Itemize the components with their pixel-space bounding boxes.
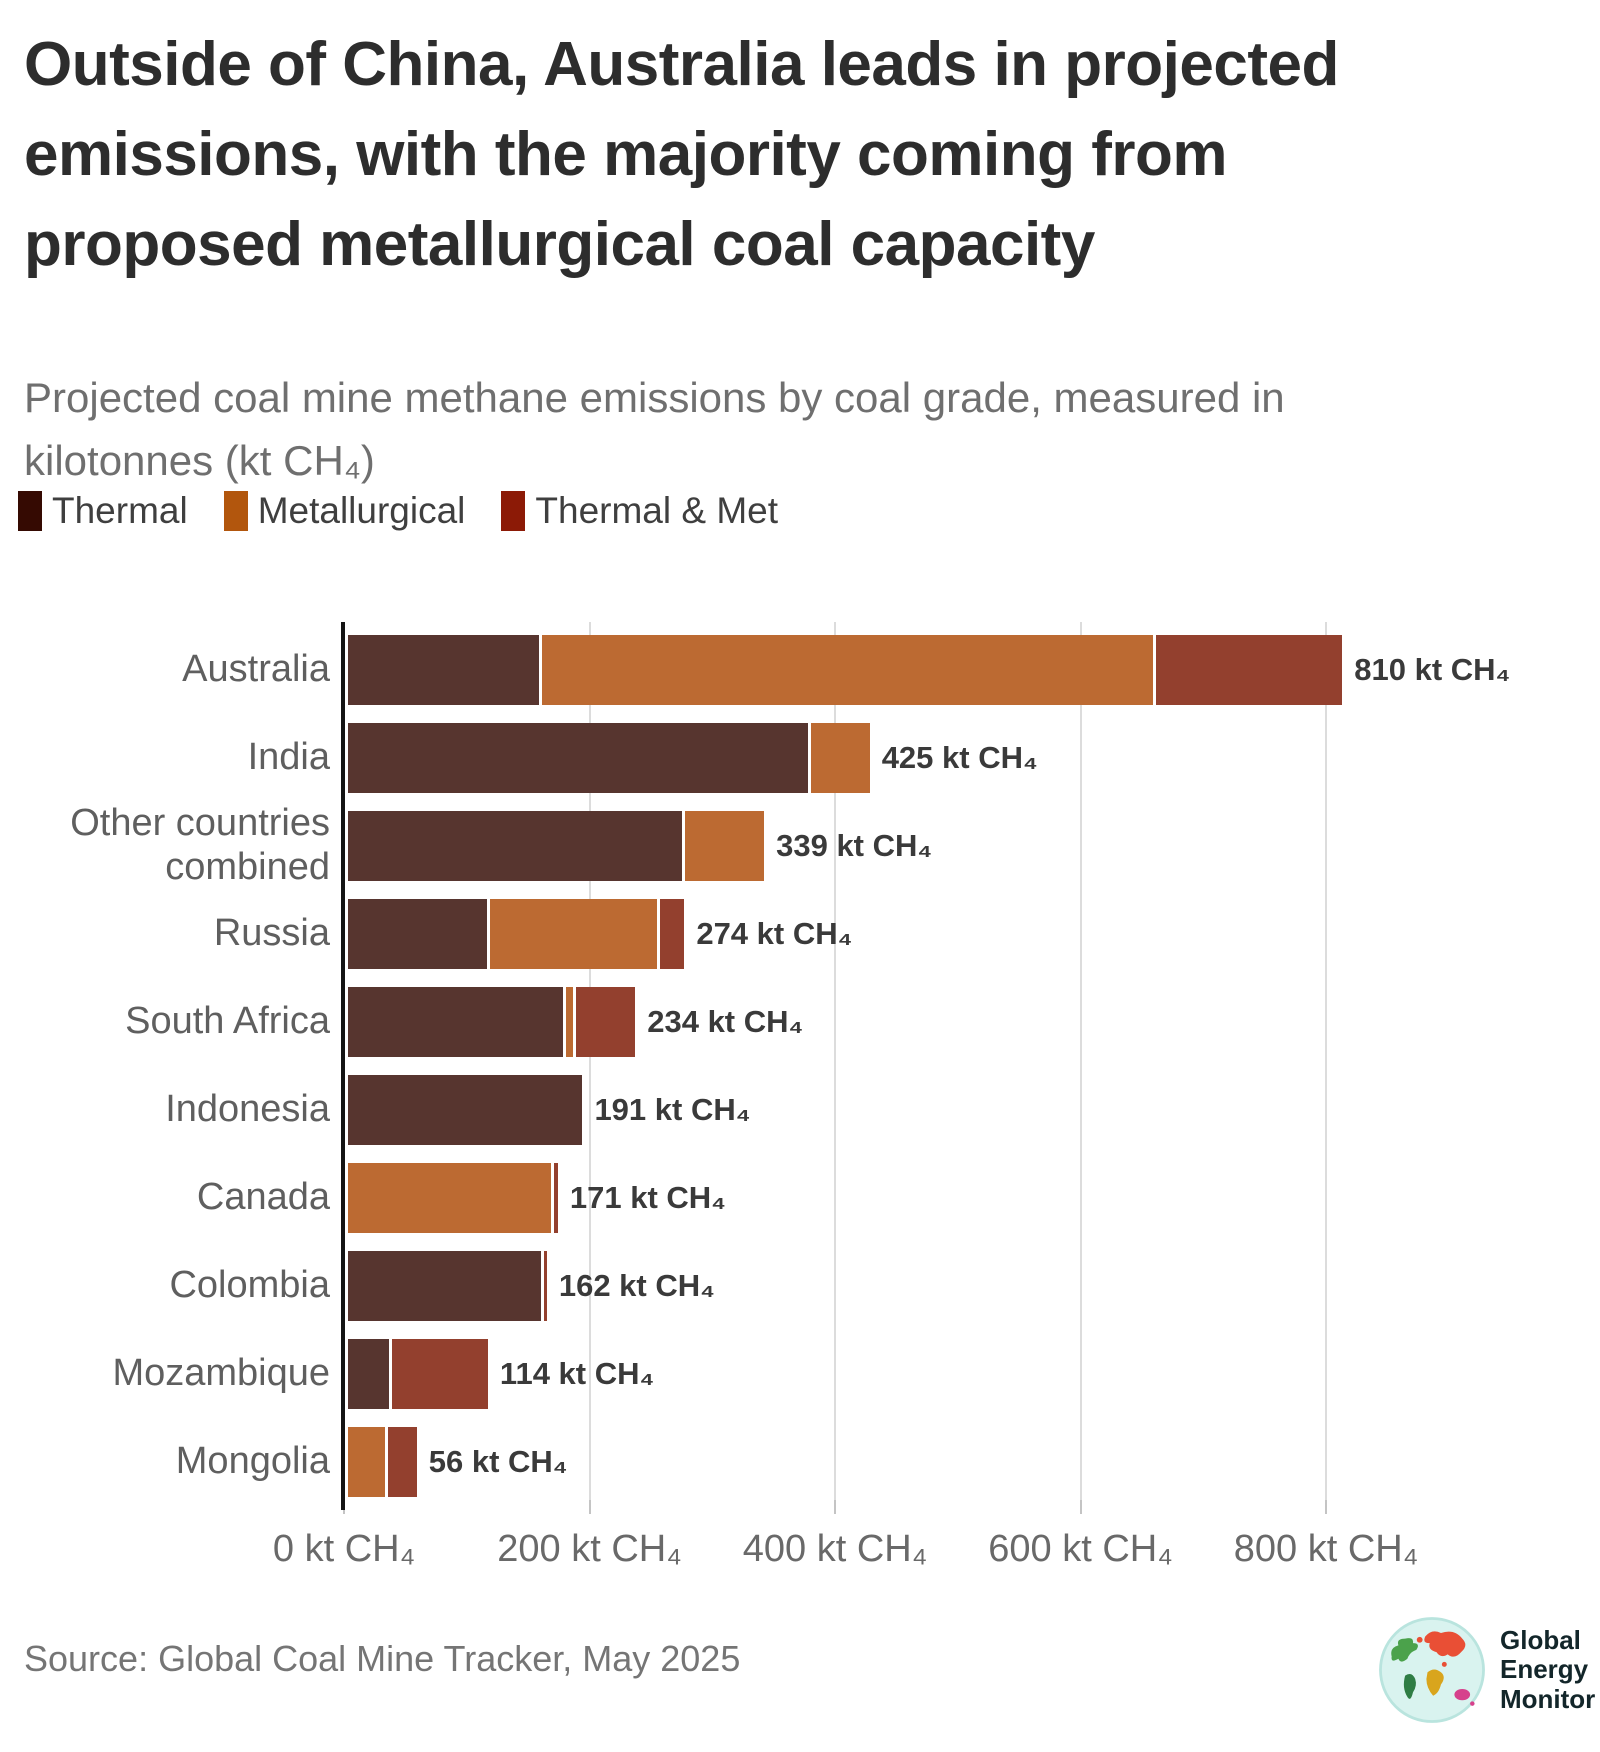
globe-icon [1379,1617,1485,1723]
bar-segment-thermal [348,1075,583,1145]
value-label: 171 kt CH₄ [569,1180,726,1215]
value-label: 191 kt CH₄ [594,1092,751,1127]
bar-segment-metallurgical [348,1427,385,1497]
y-axis-label: Australia [182,648,330,691]
logo-line: Monitor [1500,1683,1596,1714]
logo-line: Global [1500,1625,1581,1656]
bar-segment-metallurgical [348,1163,551,1233]
bar-segment-thermal-met [575,987,636,1057]
gridline [1325,622,1327,1500]
x-axis-label: 400 kt CH₄ [742,1528,928,1570]
bar-segment-thermal-met [660,899,685,969]
legend: Thermal Metallurgical Thermal & Met [18,490,778,532]
bar-segment-thermal [348,987,563,1057]
bar-segment-thermal [348,635,540,705]
value-label: 56 kt CH₄ [428,1444,568,1479]
bar-segment-thermal-met [543,1251,547,1321]
value-label: 234 kt CH₄ [647,1004,804,1039]
legend-item-thermal: Thermal [18,490,188,532]
x-axis-label: 800 kt CH₄ [1233,1528,1419,1570]
bar-segment-thermal-met [391,1339,488,1409]
axis-tick [588,1500,591,1514]
bar-segment-thermal-met [1156,635,1343,705]
y-axis-label: Canada [196,1176,330,1219]
bar-segment-thermal [348,1251,541,1321]
axis-tick [1079,1500,1082,1514]
y-axis-label: Russia [213,912,330,955]
africa-shape [1426,1669,1444,1696]
gem-logo: Global Energy Monitor [1376,1614,1595,1726]
value-label: 162 kt CH₄ [558,1268,715,1303]
australia-shape [1454,1689,1471,1701]
x-axis-label: 600 kt CH₄ [988,1528,1173,1570]
chart-subtitle: Projected coal mine methane emissions by… [24,374,1285,484]
value-label: 274 kt CH₄ [696,916,853,951]
thermal-and-met-swatch-icon [501,491,526,531]
y-axis-label: India [247,736,330,779]
stacked-bar-chart: 0 kt CH₄ 200 kt CH₄ 400 kt CH₄ 600 kt CH₄ 80… [0,560,1600,1630]
bar-segment-thermal-met [387,1427,417,1497]
gridline [1079,622,1082,1500]
north-america-shape [1391,1638,1418,1662]
bar-segment-thermal [348,1339,389,1409]
gridline [834,622,836,1500]
x-axis-label: 200 kt CH₄ [497,1528,682,1570]
chart-title: Outside of China, Australia leads in pro… [24,30,1339,279]
bar-segment-thermal-met [553,1163,558,1233]
y-axis-label: Mozambique [112,1352,330,1395]
bar-segment-thermal [348,899,487,969]
y-axis-line [341,622,345,1510]
value-label: 425 kt CH₄ [881,740,1038,775]
logo-text: Global Energy Monitor [1500,1626,1595,1713]
eurasia-shape [1424,1631,1466,1657]
bar-segment-metallurgical [811,723,870,793]
gridline [588,622,591,1500]
logo-line: Energy [1500,1654,1589,1685]
y-axis-label: Mongolia [175,1440,330,1483]
bar-segment-metallurgical [565,987,573,1057]
bar-segment-thermal [348,811,682,881]
metallurgical-swatch-icon [223,491,248,531]
value-label: 810 kt CH₄ [1354,652,1511,687]
bar-segment-metallurgical [684,811,765,881]
value-label: 339 kt CH₄ [776,828,933,863]
value-label: 114 kt CH₄ [499,1356,655,1391]
thermal-swatch-icon [18,491,42,531]
legend-item-metallurgical: Metallurgical [223,490,466,532]
y-axis-label: Other countries combined [70,802,330,888]
source-note: Source: Global Coal Mine Tracker, May 20… [24,1638,741,1679]
bar-segment-thermal [348,723,809,793]
bar-segment-metallurgical [542,635,1154,705]
x-axis-label: 0 kt CH₄ [272,1528,416,1570]
legend-item-thermal-and-met: Thermal & Met [501,490,778,532]
axis-tick [834,1500,836,1514]
bar-segment-metallurgical [489,899,658,969]
y-axis-label: Colombia [169,1264,330,1307]
legend-label-metallurgical: Metallurgical [257,490,466,531]
legend-label-thermal-and-met: Thermal & Met [535,490,779,531]
south-america-shape [1403,1673,1416,1699]
legend-label-thermal: Thermal [52,490,188,531]
y-axis-label: Indonesia [165,1088,330,1131]
y-axis-label: South Africa [125,1000,330,1043]
axis-tick [1325,1500,1327,1514]
